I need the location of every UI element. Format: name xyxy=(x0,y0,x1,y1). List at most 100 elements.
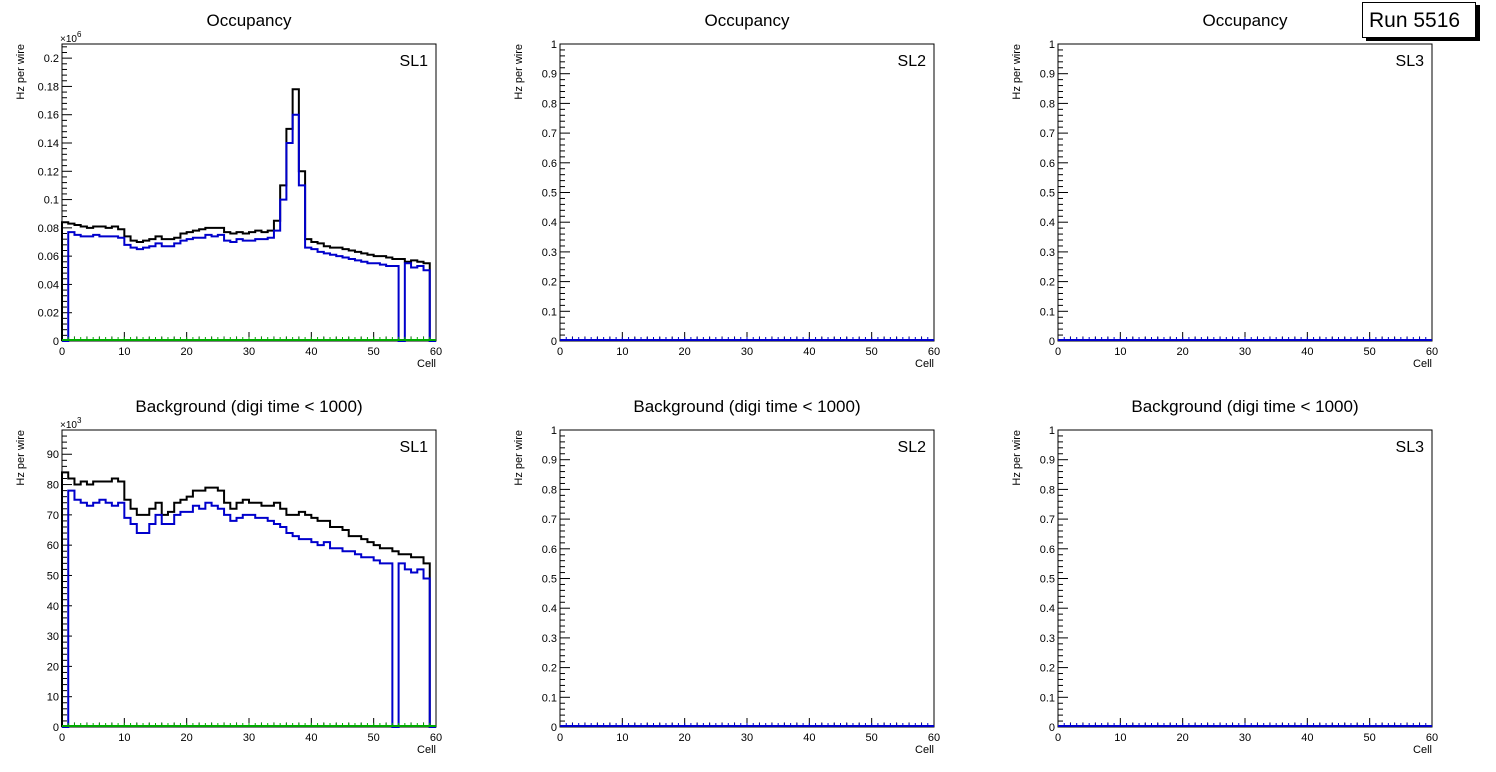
y-tick-label: 0 xyxy=(1049,336,1055,348)
y-tick-label: 1 xyxy=(1049,39,1055,51)
x-tick-label: 30 xyxy=(1239,346,1251,358)
chart-panel-5: Background (digi time < 1000)0 10 20 30 40 50… xyxy=(513,397,940,756)
y-tick-label: 0 xyxy=(551,722,557,734)
x-tick-label: 0 xyxy=(1055,346,1061,358)
x-tick-label: 60 xyxy=(928,346,940,358)
chart-panel-1: Occupancy 0 10 20 30 40 50 60 0 0.02 0.04 0.06 0.08 0… xyxy=(15,11,442,370)
x-tick-label: 40 xyxy=(803,732,815,744)
y-tick-label: 0.6 xyxy=(542,544,557,556)
y-tick-label: 0.7 xyxy=(542,514,557,526)
y-tick-label: 0.7 xyxy=(1040,514,1055,526)
x-tick-label: 50 xyxy=(1364,346,1376,358)
y-tick-label: 0.7 xyxy=(542,128,557,140)
x-axis-label: Cell xyxy=(915,744,934,756)
y-tick-label: 0.5 xyxy=(1040,188,1055,200)
histogram-good-hits xyxy=(62,113,436,342)
x-tick-label: 10 xyxy=(616,346,628,358)
superlayer-label: SL3 xyxy=(1396,53,1425,70)
chart-title: Background (digi time < 1000) xyxy=(633,397,860,416)
y-tick-label: 0.1 xyxy=(542,692,557,704)
x-tick-label: 0 xyxy=(59,732,65,744)
superlayer-label: SL2 xyxy=(898,53,927,70)
x-tick-label: 0 xyxy=(557,732,563,744)
x-tick-label: 10 xyxy=(616,732,628,744)
y-tick-label: 1 xyxy=(551,425,557,437)
y-axis-label: Hz per wire xyxy=(1011,44,1023,100)
x-tick-label: 0 xyxy=(557,346,563,358)
x-tick-label: 20 xyxy=(181,732,193,744)
plot-frame xyxy=(1057,43,1433,342)
x-tick-label: 60 xyxy=(928,732,940,744)
chart-panel-4: Background (digi time < 1000) 0 10 20 30 40 50… xyxy=(15,397,442,756)
y-tick-label: 0.04 xyxy=(38,279,59,291)
x-axis-label: Cell xyxy=(417,358,436,370)
y-tick-label: 0.8 xyxy=(542,484,557,496)
chart-title: Occupancy xyxy=(704,11,790,30)
y-tick-label: 0.5 xyxy=(542,188,557,200)
y-axis-label: Hz per wire xyxy=(513,430,525,486)
y-tick-label: 0.8 xyxy=(1040,98,1055,110)
y-tick-label: 0.7 xyxy=(1040,128,1055,140)
y-tick-label: 0.9 xyxy=(1040,69,1055,81)
chart-panel-2: Occupancy 0 10 20 30 40 50 60 0 0.1 0.2 0.3 0.4 0.5 0.… xyxy=(513,11,940,370)
x-tick-label: 20 xyxy=(1177,732,1189,744)
plot-frame xyxy=(559,43,935,342)
x-tick-label: 10 xyxy=(1114,732,1126,744)
y-tick-label: 0.5 xyxy=(542,574,557,586)
x-tick-label: 30 xyxy=(243,732,255,744)
y-tick-label: 0.2 xyxy=(44,53,59,65)
y-tick-label: 1 xyxy=(551,39,557,51)
y-tick-label: 0.2 xyxy=(542,277,557,289)
chart-title: Occupancy xyxy=(1202,11,1288,30)
histogram-total xyxy=(61,88,436,342)
y-axis-label: Hz per wire xyxy=(513,44,525,100)
y-tick-label: 0.3 xyxy=(1040,633,1055,645)
chart-title: Background (digi time < 1000) xyxy=(135,397,362,416)
x-tick-label: 10 xyxy=(118,346,130,358)
y-tick-label: 0.4 xyxy=(1040,217,1055,229)
y-tick-label: 0.2 xyxy=(1040,663,1055,675)
y-tick-label: 60 xyxy=(47,540,59,552)
chart-panel-6: Background (digi time < 1000)0 10 20 30 40 50… xyxy=(1011,397,1438,756)
y-tick-label: 10 xyxy=(47,692,59,704)
y-tick-label: 0.12 xyxy=(38,166,59,178)
superlayer-label: SL1 xyxy=(400,53,429,70)
superlayer-label: SL2 xyxy=(898,439,927,456)
x-tick-label: 50 xyxy=(866,732,878,744)
y-tick-label: 0.3 xyxy=(542,633,557,645)
y-axis-label: Hz per wire xyxy=(15,44,27,100)
y-tick-label: 0.2 xyxy=(1040,277,1055,289)
x-tick-label: 60 xyxy=(430,732,442,744)
axis-multiplier: ×103 xyxy=(60,416,82,431)
x-tick-label: 0 xyxy=(1055,732,1061,744)
x-tick-label: 50 xyxy=(1364,732,1376,744)
plot-frame xyxy=(61,429,437,728)
x-tick-label: 40 xyxy=(803,346,815,358)
y-tick-label: 0.14 xyxy=(38,138,59,150)
y-tick-label: 0.4 xyxy=(542,217,557,229)
superlayer-label: SL3 xyxy=(1396,439,1425,456)
plot-frame xyxy=(1057,429,1433,728)
y-tick-label: 0.1 xyxy=(1040,692,1055,704)
x-tick-label: 40 xyxy=(305,346,317,358)
y-tick-label: 0.5 xyxy=(1040,574,1055,586)
y-tick-label: 0 xyxy=(53,722,59,734)
x-tick-label: 60 xyxy=(430,346,442,358)
y-tick-label: 0.18 xyxy=(38,81,59,93)
histogram-total xyxy=(61,471,436,728)
y-tick-label: 40 xyxy=(47,601,59,613)
x-tick-label: 50 xyxy=(368,732,380,744)
y-tick-label: 0.6 xyxy=(1040,158,1055,170)
y-tick-label: 0.6 xyxy=(1040,544,1055,556)
y-tick-label: 80 xyxy=(47,480,59,492)
chart-panel-3: Occupancy 0 10 20 30 40 50 60 0 0.1 0.2 0.3 0.4 0.5 0.… xyxy=(1011,11,1438,370)
histogram-good-hits xyxy=(62,489,436,728)
x-axis-label: Cell xyxy=(1413,744,1432,756)
x-tick-label: 10 xyxy=(118,732,130,744)
y-tick-label: 0.1 xyxy=(1040,306,1055,318)
y-tick-label: 30 xyxy=(47,631,59,643)
superlayer-label: SL1 xyxy=(400,439,429,456)
y-tick-label: 0.3 xyxy=(1040,247,1055,259)
x-tick-label: 40 xyxy=(1301,346,1313,358)
x-tick-label: 40 xyxy=(1301,732,1313,744)
